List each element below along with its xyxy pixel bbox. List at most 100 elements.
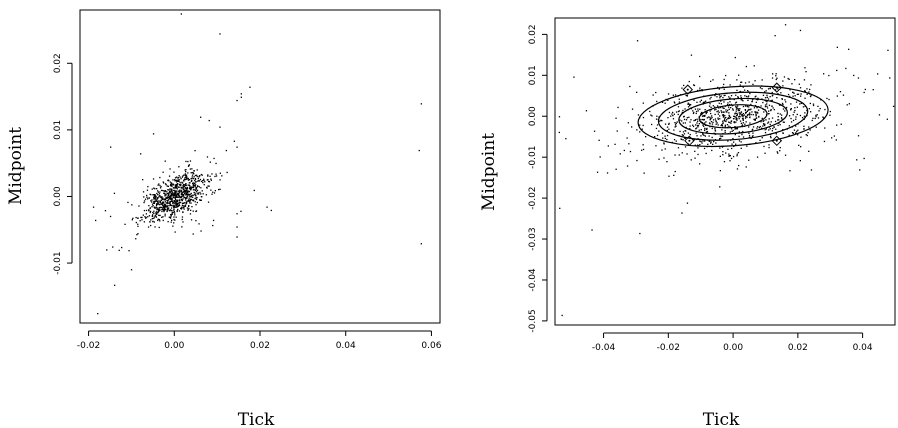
- scatter-point: [140, 153, 142, 155]
- scatter-point: [706, 111, 708, 113]
- scatter-point: [738, 118, 740, 120]
- scatter-point: [740, 99, 742, 101]
- scatter-point: [752, 135, 754, 137]
- scatter-point: [169, 188, 171, 190]
- scatter-point: [180, 194, 182, 196]
- scatter-point: [207, 174, 209, 176]
- scatter-point: [197, 192, 199, 194]
- scatter-point: [734, 112, 736, 114]
- scatter-point: [748, 95, 750, 97]
- scatter-point: [798, 144, 800, 146]
- scatter-point: [805, 134, 807, 136]
- scatter-point: [749, 112, 751, 114]
- scatter-point: [802, 106, 805, 108]
- scatter-point: [167, 194, 170, 196]
- scatter-point: [668, 111, 671, 114]
- scatter-point: [686, 153, 688, 155]
- scatter-point: [179, 176, 181, 178]
- scatter-point: [656, 124, 659, 126]
- scatter-point: [700, 135, 702, 137]
- scatter-point: [174, 180, 176, 182]
- scatter-point: [186, 186, 189, 189]
- scatter-point: [791, 132, 794, 134]
- scatter-point: [762, 101, 764, 104]
- scatter-point: [717, 117, 719, 119]
- scatter-point: [704, 140, 706, 142]
- scatter-point: [674, 170, 676, 173]
- scatter-point: [183, 190, 185, 193]
- scatter-point: [165, 196, 167, 199]
- scatter-point: [147, 198, 149, 200]
- scatter-point: [818, 110, 820, 112]
- scatter-point: [623, 149, 625, 152]
- scatter-point: [176, 179, 178, 181]
- scatter-point: [195, 188, 197, 190]
- scatter-point: [189, 188, 192, 190]
- scatter-point: [157, 219, 159, 222]
- scatter-point: [692, 110, 694, 112]
- scatter-point: [207, 201, 210, 203]
- scatter-point: [191, 168, 193, 170]
- scatter-point: [740, 81, 742, 83]
- scatter-point: [776, 151, 778, 153]
- scatter-point: [775, 73, 777, 75]
- scatter-point: [696, 135, 698, 137]
- scatter-point: [176, 186, 178, 188]
- y-tick-label: 0.02: [528, 24, 538, 44]
- scatter-point: [795, 118, 797, 120]
- scatter-point: [803, 128, 805, 130]
- scatter-point: [720, 100, 722, 102]
- scatter-point: [718, 88, 720, 90]
- scatter-point: [174, 192, 176, 195]
- scatter-point: [163, 210, 165, 212]
- scatter-point: [754, 104, 756, 107]
- scatter-point: [735, 108, 738, 110]
- scatter-point: [697, 110, 699, 112]
- scatter-point: [207, 185, 209, 187]
- scatter-point: [153, 202, 155, 204]
- scatter-point: [176, 206, 178, 208]
- scatter-point: [693, 111, 695, 114]
- scatter-point: [726, 111, 728, 113]
- scatter-point: [671, 113, 673, 115]
- scatter-point: [636, 40, 639, 42]
- scatter-point: [694, 157, 696, 159]
- scatter-point: [681, 212, 683, 214]
- scatter-point: [150, 200, 152, 202]
- scatter-point: [779, 113, 781, 115]
- scatter-point: [169, 201, 171, 203]
- scatter-point: [738, 109, 740, 111]
- scatter-point: [183, 191, 185, 193]
- scatter-point: [189, 213, 192, 215]
- scatter-point: [788, 125, 790, 127]
- scatter-point: [180, 207, 182, 210]
- scatter-point: [750, 103, 752, 106]
- scatter-point: [760, 105, 762, 107]
- scatter-point: [713, 141, 715, 143]
- scatter-point: [782, 80, 784, 82]
- right-density-contours: [637, 85, 829, 148]
- scatter-point: [758, 127, 761, 129]
- scatter-point: [206, 156, 209, 158]
- scatter-point: [663, 142, 665, 144]
- scatter-point: [172, 187, 175, 189]
- scatter-point: [195, 198, 198, 201]
- scatter-point: [132, 217, 134, 219]
- scatter-point: [668, 128, 670, 130]
- scatter-point: [154, 214, 156, 217]
- scatter-point: [182, 189, 184, 191]
- scatter-point: [704, 129, 706, 132]
- scatter-point: [745, 166, 747, 168]
- scatter-point: [211, 193, 213, 195]
- scatter-point: [168, 189, 170, 191]
- scatter-point: [864, 88, 866, 91]
- scatter-point: [201, 196, 203, 198]
- scatter-point: [731, 105, 733, 107]
- scatter-point: [195, 189, 197, 191]
- scatter-point: [158, 200, 160, 202]
- scatter-point: [160, 186, 162, 188]
- scatter-point: [728, 114, 730, 116]
- scatter-point: [188, 200, 190, 202]
- scatter-point: [558, 116, 561, 118]
- scatter-point: [175, 190, 177, 192]
